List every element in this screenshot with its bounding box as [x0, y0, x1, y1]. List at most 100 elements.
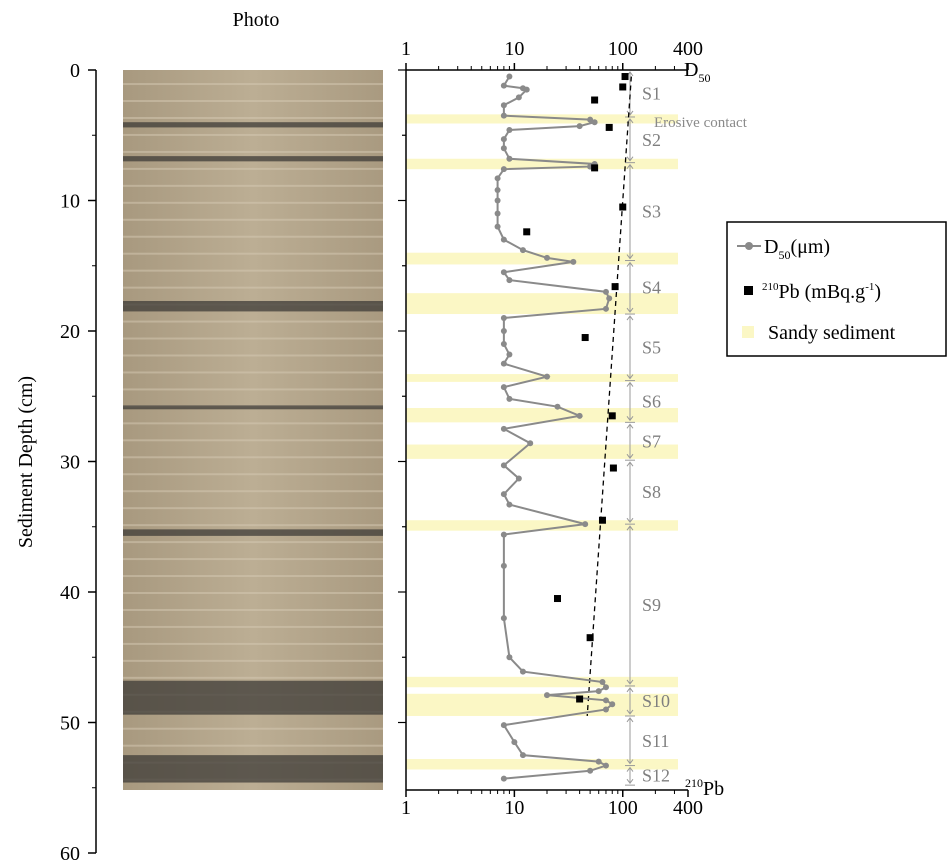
- pb-point: [591, 164, 599, 172]
- photo-title: Photo: [233, 9, 280, 31]
- top-axis-label: D50: [684, 59, 710, 85]
- depth-tick-label: 10: [60, 191, 80, 213]
- sandy-layer-band: [406, 759, 678, 770]
- legend: D50(μm) 210Pb (mBq.g-1) Sandy sediment: [726, 221, 947, 357]
- unit-arrow-up: [626, 717, 634, 723]
- sandy-layer-band: [406, 407, 678, 423]
- x-bottom-tick-label: 100: [608, 797, 638, 819]
- photo-dark-layer: [123, 156, 383, 162]
- photo-dark-layer: [123, 300, 383, 312]
- x-bottom-tick-label: 400: [673, 797, 703, 819]
- d50-point: [515, 475, 522, 482]
- unit-arrow-down: [626, 759, 634, 765]
- d50-point: [500, 145, 507, 152]
- core-photo: [123, 70, 383, 790]
- x-axis-tick-labels: 1 10 100 400 1 10 100 400: [401, 38, 703, 819]
- d50-point: [506, 654, 513, 661]
- photo-lamination: [123, 286, 383, 289]
- legend-pb-swatch: [744, 286, 753, 295]
- d50-point: [599, 679, 606, 686]
- x-bottom-tick-label: 1: [401, 797, 411, 819]
- pb-trend-line: [586, 76, 632, 717]
- photo-lamination: [123, 575, 383, 578]
- depth-axis-ticks: 0 10 20 30 40 50 60: [60, 60, 96, 863]
- sandy-layer-band: [406, 520, 678, 531]
- pb-point: [621, 73, 629, 81]
- pb-series-points: [523, 73, 629, 703]
- d50-point: [500, 341, 507, 348]
- photo-lamination: [123, 676, 383, 679]
- d50-point: [500, 531, 507, 538]
- sandy-layer-band: [406, 676, 678, 688]
- d50-point: [500, 425, 507, 432]
- d50-point: [519, 668, 526, 675]
- d50-point: [500, 462, 507, 469]
- pb-point: [591, 96, 599, 104]
- unit-label: S11: [642, 731, 669, 751]
- unit-arrow-down: [626, 679, 634, 685]
- depth-axis: 0 10 20 30 40 50 60 Sediment Depth (cm): [15, 60, 97, 863]
- bottom-axis-label: 210Pb: [685, 776, 724, 800]
- d50-point: [595, 688, 602, 695]
- d50-point: [570, 258, 577, 265]
- photo-lamination: [123, 167, 383, 170]
- d50-point: [554, 403, 561, 410]
- photo-lamination: [123, 116, 383, 119]
- unit-arrow-down: [626, 778, 634, 784]
- unit-arrow-up: [626, 163, 634, 169]
- legend-pb-label: 210Pb (mBq.g-1): [762, 281, 881, 303]
- d50-point: [602, 706, 609, 713]
- unit-arrow-down: [626, 453, 634, 460]
- photo-lamination: [123, 218, 383, 221]
- d50-point: [494, 187, 501, 194]
- x-bottom-tick-label: 10: [504, 797, 524, 819]
- x-top-tick-label: 400: [673, 38, 703, 60]
- unit-arrow-down: [626, 254, 634, 260]
- unit-arrow-up: [626, 261, 634, 267]
- pb-point: [619, 203, 627, 211]
- d50-point: [500, 269, 507, 276]
- unit-label: S8: [642, 482, 661, 502]
- d50-series-line: [496, 76, 614, 780]
- photo-lamination: [123, 320, 383, 323]
- x-axis-ticks: [405, 63, 689, 797]
- unit-arrow-up: [626, 315, 634, 321]
- photo-lamination: [123, 83, 383, 86]
- d50-point: [602, 288, 609, 295]
- unit-arrow-up: [626, 766, 634, 772]
- d50-point: [602, 305, 609, 312]
- d50-point: [519, 752, 526, 759]
- pb-point: [608, 412, 616, 420]
- d50-point: [527, 440, 534, 447]
- pb-point: [581, 334, 589, 342]
- d50-point: [500, 82, 507, 89]
- photo-dark-layer: [123, 755, 383, 783]
- photo-dark-layer: [123, 405, 383, 410]
- d50-point: [515, 94, 522, 101]
- d50-point: [506, 127, 513, 134]
- d50-point: [544, 373, 550, 380]
- stratigraphic-units: S1 S2 S3 S4 S5 S6 S7 S8 S9 S10 S11 S12: [625, 71, 670, 786]
- d50-point: [500, 112, 507, 119]
- d50-point: [587, 116, 594, 123]
- d50-point: [506, 351, 513, 358]
- d50-point: [500, 384, 507, 391]
- sandy-layer-band: [406, 252, 678, 265]
- unit-arrow-up: [626, 687, 634, 693]
- d50-point: [500, 236, 507, 243]
- unit-label: S9: [642, 595, 661, 615]
- sandy-layers: [406, 114, 678, 770]
- d50-point: [506, 277, 513, 284]
- x-top-tick-label: 1: [401, 38, 411, 60]
- photo-lamination: [123, 558, 383, 561]
- depth-axis-label: Sediment Depth (cm): [15, 376, 37, 548]
- d50-point: [494, 223, 501, 230]
- photo-lamination: [123, 150, 383, 153]
- depth-tick-label: 30: [60, 452, 80, 474]
- d50-point: [500, 722, 507, 729]
- photo-lamination: [123, 269, 383, 272]
- photo-lamination: [123, 625, 383, 628]
- plot-left-ticks: [398, 69, 406, 724]
- unit-arrow-down: [626, 156, 634, 162]
